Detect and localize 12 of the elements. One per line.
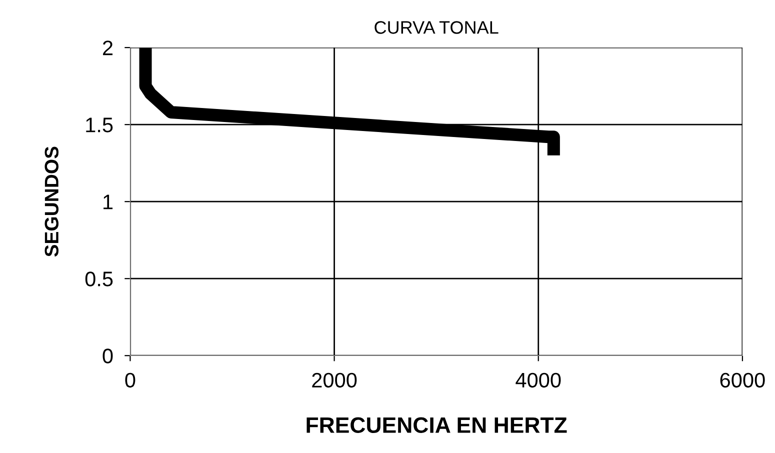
y-tick-label: 0: [102, 348, 113, 364]
y-axis-title: SEGUNDOS: [44, 146, 59, 257]
chart-title: CURVA TONAL: [374, 21, 498, 34]
x-tick-label: 6000: [720, 372, 765, 388]
y-tick-label: 1: [104, 194, 113, 210]
y-tick-label: 1.5: [86, 118, 113, 132]
y-tick-label: 2: [102, 40, 112, 56]
x-tick-label: 0: [125, 372, 136, 388]
x-axis-title: FRECUENCIA EN HERTZ: [306, 417, 567, 434]
y-tick-label: 0.5: [85, 272, 113, 286]
x-tick-label: 2000: [312, 372, 357, 388]
x-tick-label: 4000: [516, 372, 561, 388]
